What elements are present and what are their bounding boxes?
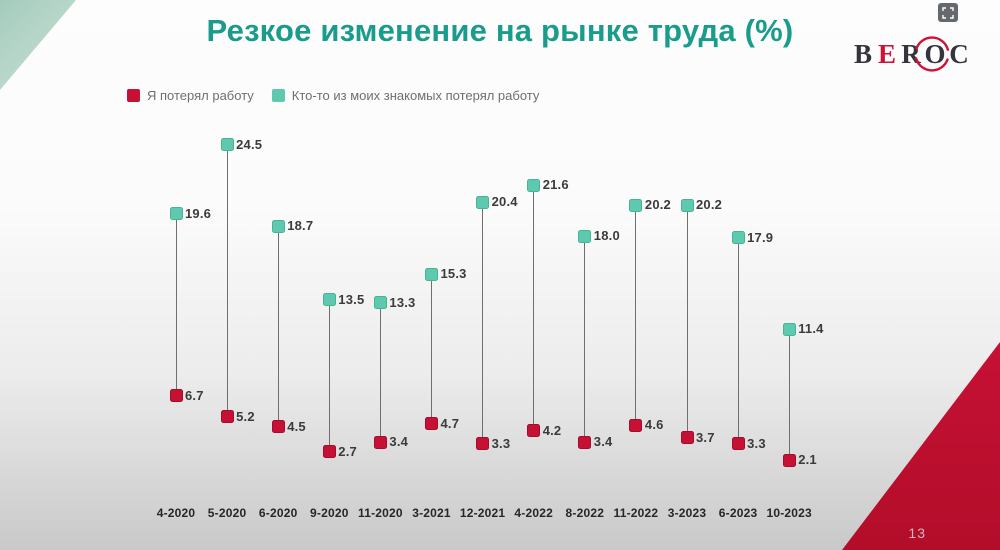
legend-label: Я потерял работу [147, 88, 254, 103]
x-axis-label: 5-2020 [207, 506, 247, 520]
x-axis-label: 11-2022 [613, 506, 659, 520]
beroc-logo: B E R O C [850, 33, 972, 75]
x-axis-label: 10-2023 [766, 506, 812, 520]
marker-acquaintance [373, 296, 387, 309]
value-label-acquaintance: 11.4 [798, 321, 824, 337]
logo-orbit-icon [914, 36, 950, 72]
marker-self [782, 453, 796, 467]
marker-acquaintance [425, 267, 438, 281]
value-label-acquaintance: 21.6 [542, 177, 569, 193]
x-axis-label: 11-2020 [358, 506, 403, 520]
logo-letter: C [949, 38, 969, 69]
marker-acquaintance [476, 195, 490, 209]
stem-line [277, 226, 279, 427]
marker-self [629, 418, 643, 432]
logo-letter: B [853, 38, 872, 69]
marker-acquaintance [169, 207, 183, 221]
legend-item-acquaintance-lost-job: Кто-то из моих знакомых потерял работу [271, 88, 540, 103]
stem-line [635, 205, 637, 426]
marker-self [271, 420, 285, 434]
legend-swatch-red [127, 89, 140, 102]
marker-acquaintance [731, 231, 745, 245]
marker-self [731, 437, 745, 450]
legend-swatch-teal [271, 89, 285, 102]
value-label-acquaintance: 19.6 [185, 205, 212, 221]
x-axis-label: 8-2022 [565, 506, 605, 520]
stem-line [482, 202, 484, 444]
stem-line [379, 302, 381, 443]
x-axis-label: 4-2020 [156, 506, 196, 520]
x-axis-label: 9-2020 [310, 506, 349, 520]
value-label-self: 4.5 [287, 418, 306, 434]
value-label-self: 2.7 [338, 443, 357, 459]
marker-acquaintance [220, 138, 234, 152]
marker-acquaintance [680, 198, 694, 212]
marker-self [220, 410, 234, 424]
logo-letter: O [924, 38, 946, 69]
value-label-acquaintance: 13.3 [389, 294, 416, 310]
value-label-acquaintance: 18.7 [287, 218, 314, 234]
marker-acquaintance [271, 219, 285, 233]
marker-acquaintance [578, 229, 592, 243]
stem-line [584, 236, 586, 443]
x-axis-label: 6-2023 [718, 506, 758, 520]
marker-acquaintance [629, 198, 643, 212]
value-label-self: 3.7 [696, 429, 715, 445]
value-label-acquaintance: 20.4 [491, 194, 518, 210]
value-label-self: 2.1 [798, 452, 817, 468]
marker-self [476, 437, 490, 450]
x-axis-label: 4-2022 [514, 506, 553, 520]
stem-line [788, 329, 790, 461]
stem-line [226, 144, 228, 417]
logo-letter: E [877, 38, 896, 69]
value-label-self: 4.6 [644, 417, 664, 433]
value-label-self: 3.4 [389, 434, 409, 450]
value-label-self: 4.2 [542, 422, 562, 438]
value-label-acquaintance: 15.3 [440, 266, 467, 282]
fullscreen-expand-glyph [942, 6, 954, 19]
value-label-self: 3.4 [593, 434, 613, 450]
value-label-self: 3.3 [491, 435, 511, 451]
value-label-acquaintance: 18.0 [593, 228, 620, 244]
legend-item-lost-job: Я потерял работу [127, 88, 254, 103]
stem-line [737, 237, 739, 444]
stem-line [328, 299, 330, 452]
value-label-acquaintance: 17.9 [747, 229, 774, 245]
marker-self [322, 445, 336, 459]
value-label-self: 6.7 [185, 387, 204, 403]
x-axis-label: 3-2021 [412, 506, 451, 520]
marker-acquaintance [527, 178, 541, 192]
value-label-acquaintance: 24.5 [236, 136, 263, 152]
value-label-acquaintance: 20.2 [696, 197, 723, 213]
chart-legend: Я потерял работу Кто-то из моих знакомых… [127, 88, 539, 103]
x-axis-label: 6-2020 [258, 506, 298, 520]
marker-self [425, 417, 438, 431]
value-label-self: 5.2 [236, 408, 255, 424]
value-label-acquaintance: 20.2 [644, 197, 671, 213]
x-axis-label: 3-2023 [667, 506, 707, 520]
stem-line [686, 205, 688, 438]
marker-self [527, 424, 541, 438]
marker-self [169, 389, 183, 402]
page-number: 13 [908, 525, 926, 541]
fullscreen-expand-icon[interactable] [938, 3, 958, 22]
marker-acquaintance [322, 293, 336, 307]
value-label-self: 3.3 [747, 435, 766, 451]
marker-self [373, 435, 387, 449]
marker-acquaintance [782, 322, 796, 336]
value-label-self: 4.7 [440, 415, 460, 431]
marker-self [578, 435, 592, 449]
stem-line [431, 274, 432, 424]
x-axis-label: 12-2021 [459, 506, 506, 520]
legend-label: Кто-то из моих знакомых потерял работу [291, 88, 540, 103]
page-title: Резкое изменение на рынке труда (%) [206, 13, 794, 48]
stem-line [175, 213, 177, 396]
stem-line [533, 185, 535, 431]
marker-self [680, 431, 694, 445]
value-label-acquaintance: 13.5 [338, 291, 365, 307]
